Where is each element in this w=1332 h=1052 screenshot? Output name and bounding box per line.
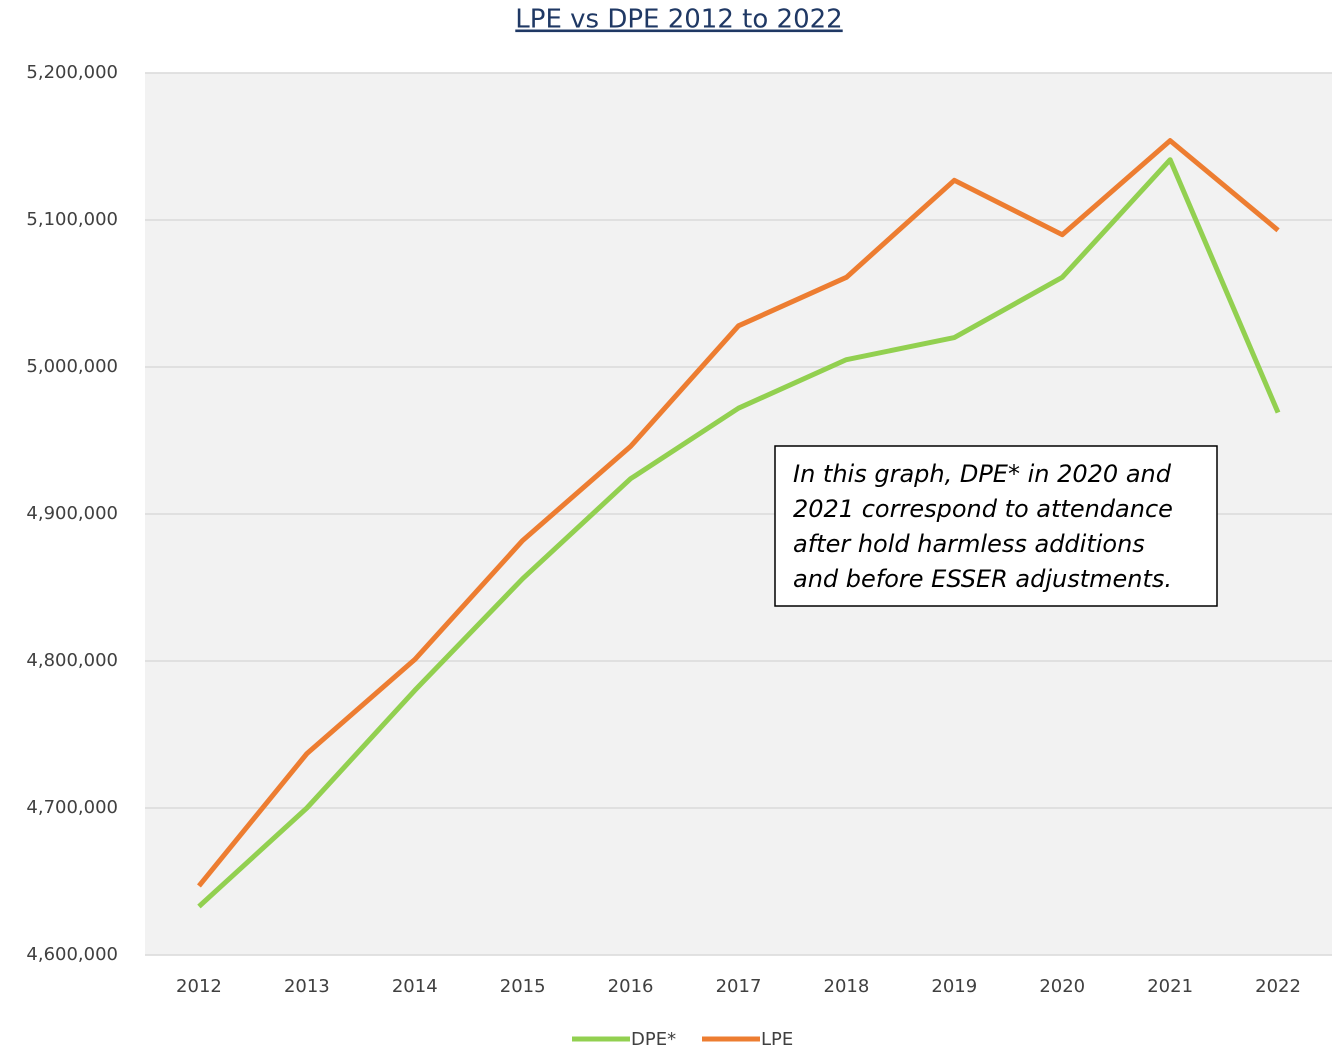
x-tick-label: 2014 [392,976,438,997]
x-tick-label: 2015 [500,976,546,997]
annotation-text: and before ESSER adjustments. [793,565,1172,593]
x-tick-label: 2018 [824,976,870,997]
x-tick-label: 2020 [1039,976,1085,997]
legend-label: LPE [761,1029,793,1050]
y-tick-label: 4,900,000 [26,503,118,524]
x-tick-label: 2012 [176,976,222,997]
annotation-text: In this graph, DPE* in 2020 and [793,460,1172,488]
y-tick-label: 5,100,000 [26,209,118,230]
series-line [197,157,1281,909]
x-tick-label: 2019 [931,976,977,997]
annotation-text: after hold harmless additions [793,530,1145,558]
annotation-text: 2021 correspond to attendance [793,495,1173,523]
y-tick-label: 4,800,000 [26,650,118,671]
x-tick-label: 2016 [608,976,654,997]
series-line [197,138,1280,888]
chart-title: LPE vs DPE 2012 to 2022 [515,5,842,35]
y-tick-label: 4,700,000 [26,797,118,818]
annotation-box [774,445,1218,607]
x-tick-label: 2021 [1147,976,1193,997]
legend-label: DPE* [631,1029,676,1050]
y-tick-label: 4,600,000 [26,944,118,965]
x-tick-label: 2017 [716,976,762,997]
y-tick-label: 5,200,000 [26,62,118,83]
x-tick-label: 2013 [284,976,330,997]
x-tick-label: 2022 [1255,976,1301,997]
y-tick-label: 5,000,000 [26,356,118,377]
